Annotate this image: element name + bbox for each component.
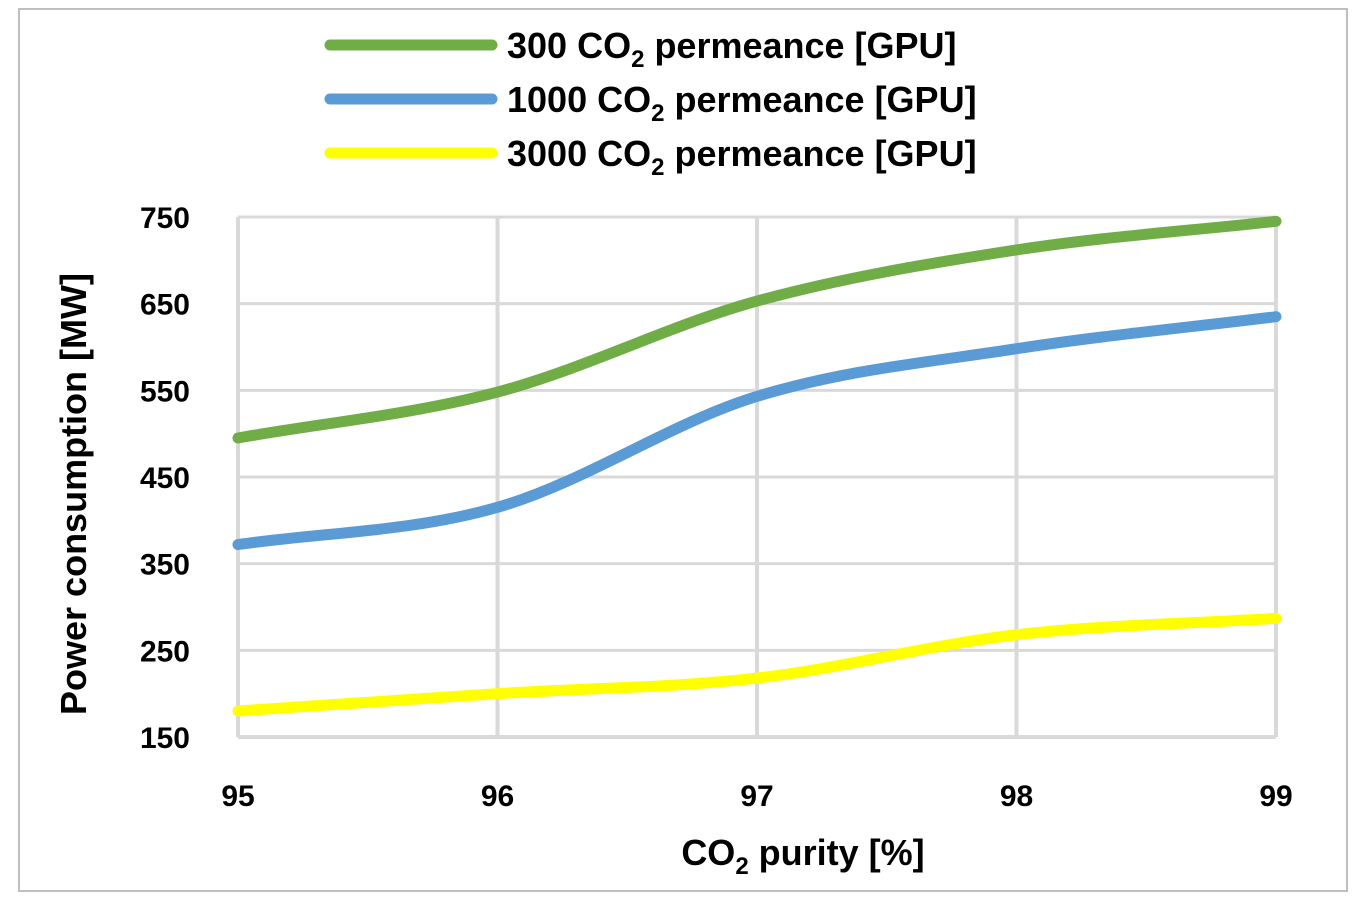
x-tick-label: 95 (221, 780, 254, 813)
legend-label-prefix: 1000 CO (507, 79, 651, 120)
legend-label-subscript: 2 (651, 154, 664, 181)
chart-frame (18, 8, 1348, 892)
x-tick-label: 99 (1259, 780, 1292, 813)
legend-label: 1000 CO2 permeance [GPU] (507, 79, 977, 127)
x-axis-title-suffix: purity [%] (749, 832, 925, 873)
y-tick-label: 150 (140, 722, 190, 755)
series-lines (232, 215, 1282, 717)
legend-entry: 1000 CO2 permeance [GPU] (324, 79, 977, 127)
y-tick-label: 450 (140, 462, 190, 495)
legend-label-suffix: permeance [GPU] (644, 25, 956, 66)
y-axis-title: Power consumption [MW] (53, 273, 94, 715)
series-line-3 (232, 612, 1282, 717)
legend-label-subscript: 2 (631, 46, 644, 73)
series-line-1 (232, 215, 1282, 444)
legend-label-prefix: 3000 CO (507, 133, 651, 174)
x-tick-label: 96 (481, 780, 514, 813)
legend: 300 CO2 permeance [GPU] 1000 CO2 permean… (324, 25, 977, 181)
legend-label: 300 CO2 permeance [GPU] (507, 25, 957, 73)
legend-label-suffix: permeance [GPU] (664, 133, 976, 174)
legend-entry: 3000 CO2 permeance [GPU] (324, 133, 977, 181)
x-axis-ticks: 95 96 97 98 99 (221, 780, 1292, 813)
x-axis-title-subscript: 2 (735, 853, 748, 880)
x-axis-title: CO2 purity [%] (681, 832, 924, 880)
series-line-2 (232, 311, 1282, 551)
x-axis-title-prefix: CO (681, 832, 735, 873)
legend-label-suffix: permeance [GPU] (664, 79, 976, 120)
legend-label-subscript: 2 (651, 100, 664, 127)
x-tick-label: 97 (740, 780, 773, 813)
y-axis-ticks: 150 250 350 450 550 650 750 (140, 202, 190, 755)
y-tick-label: 650 (140, 289, 190, 322)
y-tick-label: 250 (140, 635, 190, 668)
gridlines (236, 215, 1278, 739)
x-tick-label: 98 (1000, 780, 1033, 813)
legend-label-prefix: 300 CO (507, 25, 631, 66)
y-tick-label: 350 (140, 549, 190, 582)
legend-entry: 300 CO2 permeance [GPU] (324, 25, 957, 73)
y-tick-label: 750 (140, 202, 190, 235)
legend-label: 3000 CO2 permeance [GPU] (507, 133, 977, 181)
y-tick-label: 550 (140, 375, 190, 408)
